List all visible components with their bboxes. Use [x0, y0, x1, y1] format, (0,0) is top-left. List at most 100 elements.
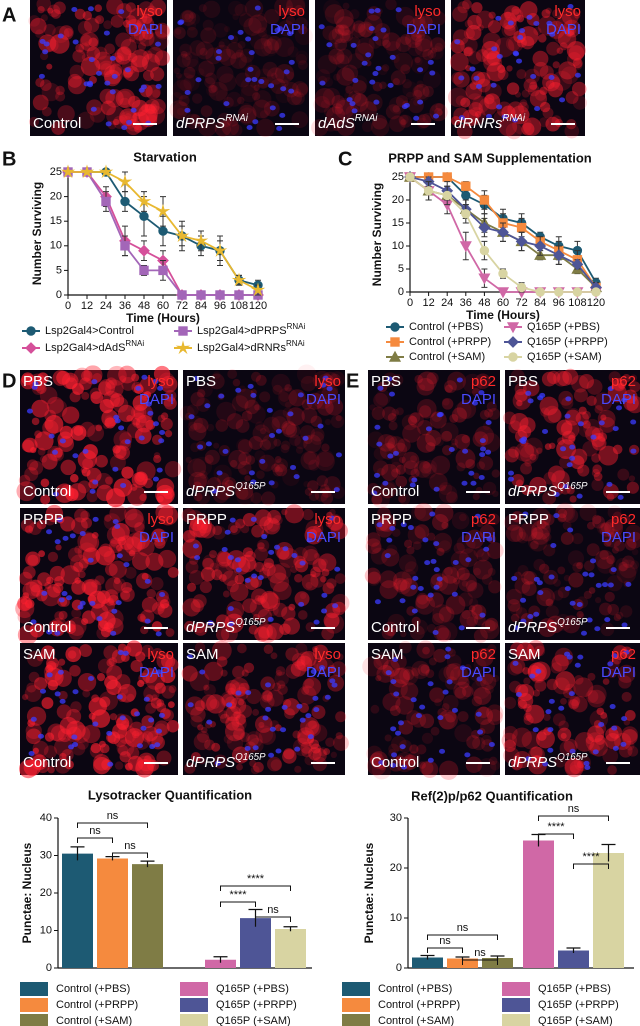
red-signal [202, 557, 214, 570]
red-signal [294, 573, 303, 583]
nucleus [491, 46, 498, 52]
red-signal [530, 667, 546, 684]
red-signal [376, 664, 395, 683]
red-signal [132, 112, 141, 121]
red-signal [543, 405, 561, 424]
y-tick-label: 30 [390, 812, 402, 824]
red-signal [160, 667, 176, 684]
red-signal [629, 381, 640, 393]
red-signal [399, 578, 419, 597]
red-signal [238, 13, 254, 28]
red-signal [569, 495, 577, 503]
red-signal [468, 102, 483, 117]
red-signal [433, 624, 450, 641]
red-signal [425, 430, 442, 447]
red-signal [310, 571, 317, 578]
point [139, 211, 149, 221]
red-signal [563, 574, 571, 582]
red-signal [146, 588, 157, 599]
red-signal [101, 598, 115, 613]
red-signal [339, 32, 351, 44]
red-signal [574, 12, 581, 19]
red-signal [473, 546, 485, 558]
red-signal [573, 675, 584, 685]
red-signal [516, 399, 523, 407]
red-signal [410, 455, 418, 463]
red-signal [572, 562, 583, 573]
red-signal [259, 427, 267, 435]
nucleus [412, 575, 419, 581]
red-signal [530, 527, 544, 540]
nucleus [251, 76, 258, 82]
counterstain-label: DAPI [406, 21, 441, 38]
nucleus [427, 757, 434, 763]
legend-name: Control (+SAM) [378, 1015, 454, 1026]
error-bar [601, 843, 616, 862]
nucleus [199, 669, 206, 675]
red-signal [134, 124, 143, 133]
red-signal [411, 504, 427, 520]
treatment-label: PBS [371, 373, 401, 390]
red-signal [528, 755, 547, 775]
red-signal [121, 466, 134, 479]
stain-label: lyso [314, 373, 341, 390]
x-tick-label: 12 [422, 297, 434, 309]
red-signal [281, 508, 288, 516]
red-signal [373, 460, 389, 476]
red-signal [213, 464, 232, 483]
red-signal [552, 61, 560, 69]
red-signal [386, 544, 398, 556]
red-signal [381, 64, 390, 72]
red-signal [230, 525, 238, 534]
red-signal [134, 22, 142, 30]
red-signal [230, 682, 246, 698]
genotype-base: dPRPS [186, 754, 235, 771]
red-signal [349, 93, 369, 113]
red-signal [190, 442, 200, 453]
nucleus [590, 558, 597, 564]
red-signal [297, 727, 315, 745]
red-signal [235, 518, 246, 529]
red-signal [401, 414, 418, 431]
nucleus [461, 480, 468, 486]
red-signal [529, 81, 538, 90]
red-signal [77, 449, 97, 470]
red-signal [261, 38, 279, 57]
red-signal [401, 569, 417, 585]
point [479, 245, 490, 256]
red-signal [583, 418, 602, 438]
red-signal [120, 653, 130, 662]
legend-swatch [20, 998, 48, 1012]
point [174, 228, 190, 243]
red-signal [202, 19, 214, 31]
nucleus [61, 591, 68, 597]
red-signal [520, 462, 533, 475]
red-signal [472, 559, 493, 580]
red-signal [399, 666, 419, 686]
red-signal [229, 697, 247, 714]
red-signal [456, 399, 477, 420]
legend-name: Q165P (+SAM) [216, 1015, 291, 1026]
red-signal [471, 696, 483, 707]
nucleus [206, 719, 213, 725]
nucleus [419, 704, 426, 710]
genotype-sup: Q165P [557, 481, 588, 492]
significance-bracket [220, 885, 291, 891]
red-signal [528, 746, 545, 764]
red-signal [454, 402, 472, 420]
red-signal [336, 48, 353, 65]
legend-label: Q165P (+SAM) [527, 351, 602, 363]
red-signal [561, 422, 573, 435]
nucleus [335, 452, 342, 458]
red-signal [250, 81, 257, 88]
y-tick-label: 15 [392, 217, 404, 229]
red-signal [375, 675, 382, 682]
nucleus [409, 482, 416, 488]
red-signal [95, 55, 116, 76]
red-signal [254, 450, 266, 462]
red-signal [225, 561, 235, 571]
point [158, 226, 168, 236]
red-signal [160, 412, 169, 420]
red-signal [412, 14, 426, 28]
red-signal [438, 709, 458, 730]
